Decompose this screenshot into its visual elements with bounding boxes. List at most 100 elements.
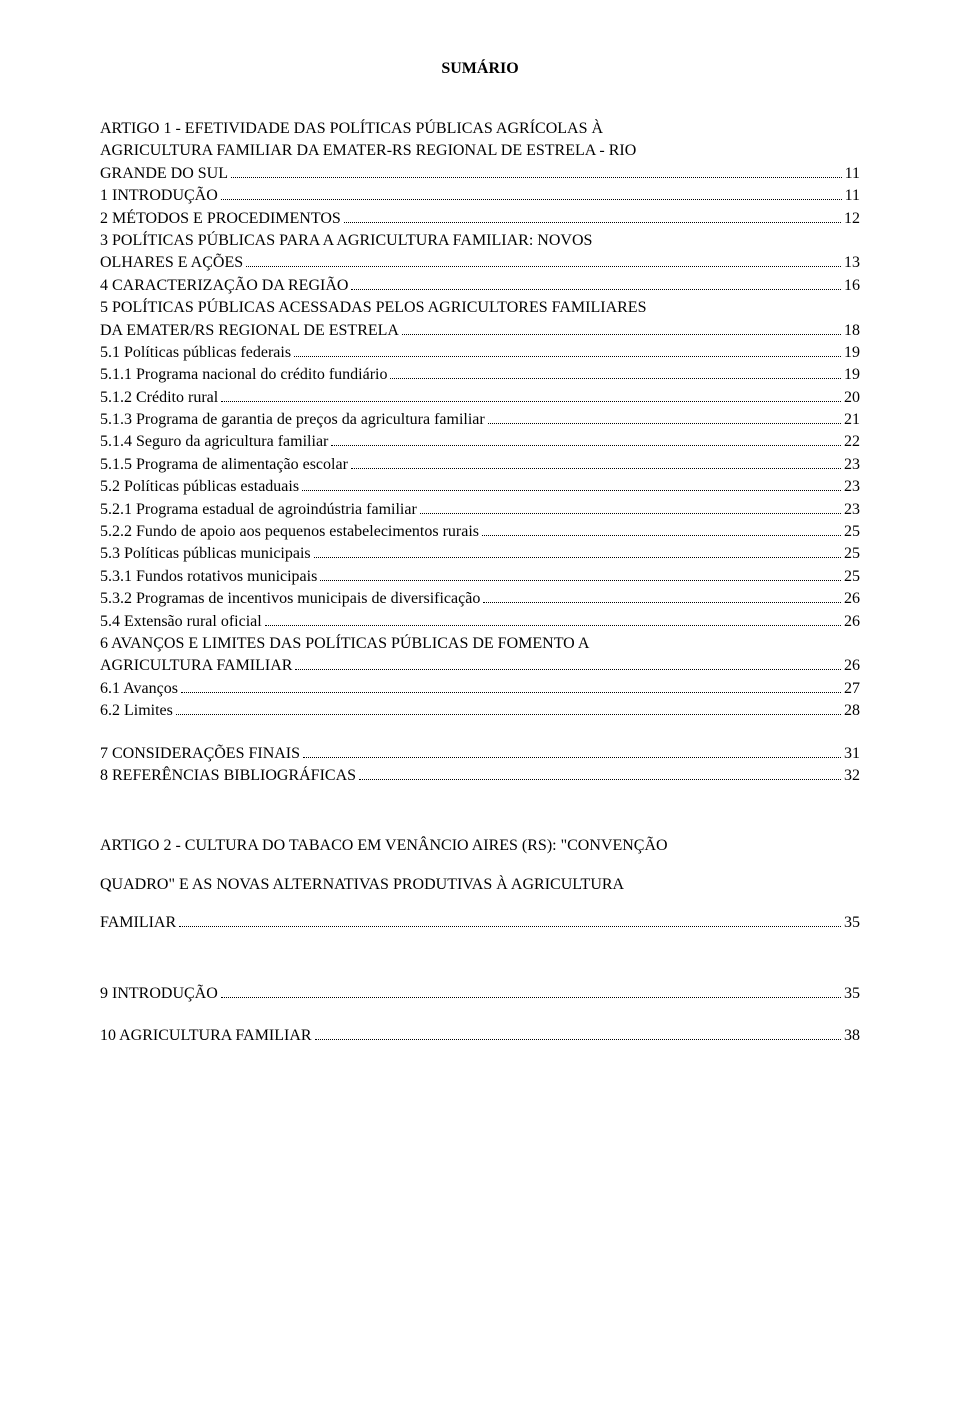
toc-line: ARTIGO 1 - EFETIVIDADE DAS POLÍTICAS PÚB… xyxy=(100,118,860,140)
toc-dots xyxy=(221,401,841,402)
toc-entry: 7 CONSIDERAÇÕES FINAIS31 xyxy=(100,743,860,765)
gap xyxy=(100,1005,860,1025)
toc-dots xyxy=(488,423,841,424)
toc-dots xyxy=(315,1039,841,1040)
toc-entry: 5.1.3 Programa de garantia de preços da … xyxy=(100,409,860,431)
toc-page: 19 xyxy=(844,364,860,386)
toc-label: 1 INTRODUÇÃO xyxy=(100,185,218,207)
toc-page: 18 xyxy=(844,320,860,342)
toc-last-line: DA EMATER/RS REGIONAL DE ESTRELA 18 xyxy=(100,320,860,342)
toc-entry: 5.1.4 Seguro da agricultura familiar22 xyxy=(100,431,860,453)
toc-label: 5.1.2 Crédito rural xyxy=(100,387,218,409)
gap xyxy=(100,787,860,827)
toc-page: 11 xyxy=(845,163,860,185)
toc-dots xyxy=(314,557,841,558)
toc-entry: 5.1 Políticas públicas federais19 xyxy=(100,342,860,364)
toc-page: 23 xyxy=(844,476,860,498)
toc-dots xyxy=(176,714,841,715)
toc-label: 5.2.1 Programa estadual de agroindústria… xyxy=(100,499,417,521)
toc-line: 6 AVANÇOS E LIMITES DAS POLÍTICAS PÚBLIC… xyxy=(100,633,860,655)
toc-label: 5.1 Políticas públicas federais xyxy=(100,342,291,364)
toc-entry: 4 CARACTERIZAÇÃO DA REGIÃO 16 xyxy=(100,275,860,297)
toc-page: 26 xyxy=(844,611,860,633)
toc-entry: 3 POLÍTICAS PÚBLICAS PARA A AGRICULTURA … xyxy=(100,230,860,275)
toc-line: QUADRO" E AS NOVAS ALTERNATIVAS PRODUTIV… xyxy=(100,866,860,904)
toc-entry: 5.1.5 Programa de alimentação escolar 23 xyxy=(100,454,860,476)
toc-dots xyxy=(420,513,841,514)
toc-entry: 6.1 Avanços27 xyxy=(100,678,860,700)
gap xyxy=(100,943,860,983)
toc-entry: 5.1.1 Programa nacional do crédito fundi… xyxy=(100,364,860,386)
page-title: SUMÁRIO xyxy=(100,60,860,78)
toc-page: 25 xyxy=(844,521,860,543)
toc-label: AGRICULTURA FAMILIAR xyxy=(100,655,292,677)
toc-page: 16 xyxy=(844,275,860,297)
toc-entry: ARTIGO 1 - EFETIVIDADE DAS POLÍTICAS PÚB… xyxy=(100,118,860,185)
toc-entry: 5.3 Políticas públicas municipais 25 xyxy=(100,543,860,565)
toc-dots xyxy=(483,602,841,603)
toc-entry: 5.1.2 Crédito rural 20 xyxy=(100,387,860,409)
toc-page: 22 xyxy=(844,431,860,453)
toc-page: 27 xyxy=(844,678,860,700)
toc-label: 5.3.1 Fundos rotativos municipais xyxy=(100,566,317,588)
toc-page: 12 xyxy=(844,208,860,230)
toc-label: 4 CARACTERIZAÇÃO DA REGIÃO xyxy=(100,275,348,297)
toc-label: 5.3 Políticas públicas municipais xyxy=(100,543,311,565)
toc-label: 5.2 Políticas públicas estaduais xyxy=(100,476,299,498)
toc-dots xyxy=(246,266,841,267)
toc-page: 28 xyxy=(844,700,860,722)
toc-page: 31 xyxy=(844,743,860,765)
toc-dots xyxy=(295,669,841,670)
toc-label: 9 INTRODUÇÃO xyxy=(100,983,218,1005)
toc-label: 5.1.3 Programa de garantia de preços da … xyxy=(100,409,485,431)
toc-page: 21 xyxy=(844,409,860,431)
toc-dots xyxy=(482,535,841,536)
toc-page: 25 xyxy=(844,543,860,565)
toc-page: 26 xyxy=(844,655,860,677)
toc-dots xyxy=(390,378,841,379)
toc-entry: 8 REFERÊNCIAS BIBLIOGRÁFICAS 32 xyxy=(100,765,860,787)
toc-line: 3 POLÍTICAS PÚBLICAS PARA A AGRICULTURA … xyxy=(100,230,860,252)
toc-label: DA EMATER/RS REGIONAL DE ESTRELA xyxy=(100,320,399,342)
toc-entry: 5.2.1 Programa estadual de agroindústria… xyxy=(100,499,860,521)
toc-dots xyxy=(265,625,841,626)
toc-entry: 6 AVANÇOS E LIMITES DAS POLÍTICAS PÚBLIC… xyxy=(100,633,860,678)
toc-entry: 5.2 Políticas públicas estaduais 23 xyxy=(100,476,860,498)
toc-label: 8 REFERÊNCIAS BIBLIOGRÁFICAS xyxy=(100,765,356,787)
toc-dots xyxy=(181,692,841,693)
toc-entry: 9 INTRODUÇÃO 35 xyxy=(100,983,860,1005)
toc-label: OLHARES E AÇÕES xyxy=(100,252,243,274)
toc-line: AGRICULTURA FAMILIAR DA EMATER-RS REGION… xyxy=(100,140,860,162)
toc-line: ARTIGO 2 - CULTURA DO TABACO EM VENÂNCIO… xyxy=(100,827,860,865)
toc-dots xyxy=(302,490,841,491)
toc-entry: 5.3.1 Fundos rotativos municipais 25 xyxy=(100,566,860,588)
toc-last-line: OLHARES E AÇÕES13 xyxy=(100,252,860,274)
toc-label: 5.4 Extensão rural oficial xyxy=(100,611,262,633)
toc-page: 35 xyxy=(844,904,860,942)
toc-label: 5.1.1 Programa nacional do crédito fundi… xyxy=(100,364,387,386)
toc-entry: 2 MÉTODOS E PROCEDIMENTOS12 xyxy=(100,208,860,230)
toc-page: 20 xyxy=(844,387,860,409)
toc-page: 25 xyxy=(844,566,860,588)
toc-dots xyxy=(294,356,841,357)
table-of-contents: ARTIGO 1 - EFETIVIDADE DAS POLÍTICAS PÚB… xyxy=(100,118,860,1047)
toc-label: 5.1.5 Programa de alimentação escolar xyxy=(100,454,348,476)
toc-label: GRANDE DO SUL xyxy=(100,163,228,185)
toc-last-line: AGRICULTURA FAMILIAR 26 xyxy=(100,655,860,677)
toc-dots xyxy=(359,779,841,780)
toc-page: 32 xyxy=(844,765,860,787)
toc-page: 23 xyxy=(844,454,860,476)
toc-dots xyxy=(303,757,841,758)
toc-entry: 5.4 Extensão rural oficial 26 xyxy=(100,611,860,633)
toc-dots xyxy=(320,580,841,581)
toc-entry: 5.2.2 Fundo de apoio aos pequenos estabe… xyxy=(100,521,860,543)
toc-page: 35 xyxy=(844,983,860,1005)
toc-dots xyxy=(351,289,841,290)
toc-page: 38 xyxy=(844,1025,860,1047)
toc-entry: ARTIGO 2 - CULTURA DO TABACO EM VENÂNCIO… xyxy=(100,827,860,942)
toc-page: 23 xyxy=(844,499,860,521)
toc-label: 10 AGRICULTURA FAMILIAR xyxy=(100,1025,312,1047)
document-page: SUMÁRIO ARTIGO 1 - EFETIVIDADE DAS POLÍT… xyxy=(0,0,960,1097)
toc-entry: 1 INTRODUÇÃO11 xyxy=(100,185,860,207)
toc-dots xyxy=(351,468,841,469)
